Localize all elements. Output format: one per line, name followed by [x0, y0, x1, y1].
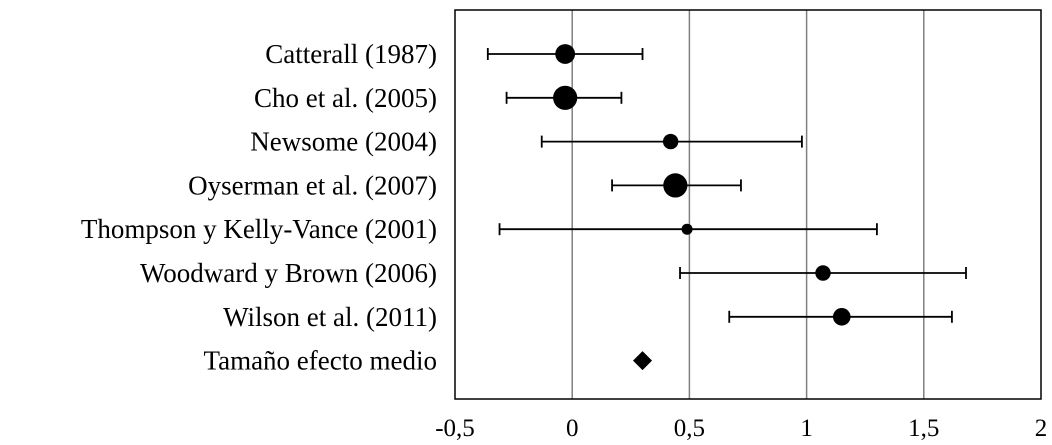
study-label-3: Oyserman et al. (2007) — [188, 170, 437, 200]
study-label-0: Catterall (1987) — [265, 39, 437, 69]
marks-layer — [486, 44, 967, 371]
effect-point-6 — [832, 308, 851, 326]
study-label-4: Thompson y Kelly-Vance (2001) — [81, 214, 437, 244]
summary-label: Tamaño efecto medio — [203, 346, 437, 376]
effect-point-2 — [662, 133, 679, 150]
grid-layer — [454, 9, 1042, 400]
plot-border — [454, 9, 1042, 400]
effect-point-4 — [681, 223, 693, 235]
effect-point-1 — [553, 85, 578, 110]
study-label-5: Woodward y Brown (2006) — [140, 258, 437, 288]
effect-point-5 — [815, 265, 831, 281]
x-tick-label-5: 2 — [1035, 415, 1048, 442]
x-tick-label-2: 0,5 — [674, 415, 705, 442]
x-tick-label-3: 1 — [800, 415, 813, 442]
x-tick-label-1: 0 — [566, 415, 579, 442]
summary-diamond — [633, 351, 653, 371]
effect-point-3 — [663, 173, 688, 198]
study-label-6: Wilson et al. (2011) — [223, 302, 437, 332]
ticks-layer: -0,5 0 0,5 1 1,5 2 — [435, 415, 1047, 442]
x-tick-label-0: -0,5 — [435, 415, 475, 442]
effect-point-0 — [555, 44, 576, 64]
study-label-1: Cho et al. (2005) — [254, 83, 437, 113]
study-label-2: Newsome (2004) — [250, 127, 437, 157]
x-tick-label-4: 1,5 — [908, 415, 939, 442]
labels-layer: Catterall (1987) Cho et al. (2005) Newsome… — [81, 39, 437, 376]
